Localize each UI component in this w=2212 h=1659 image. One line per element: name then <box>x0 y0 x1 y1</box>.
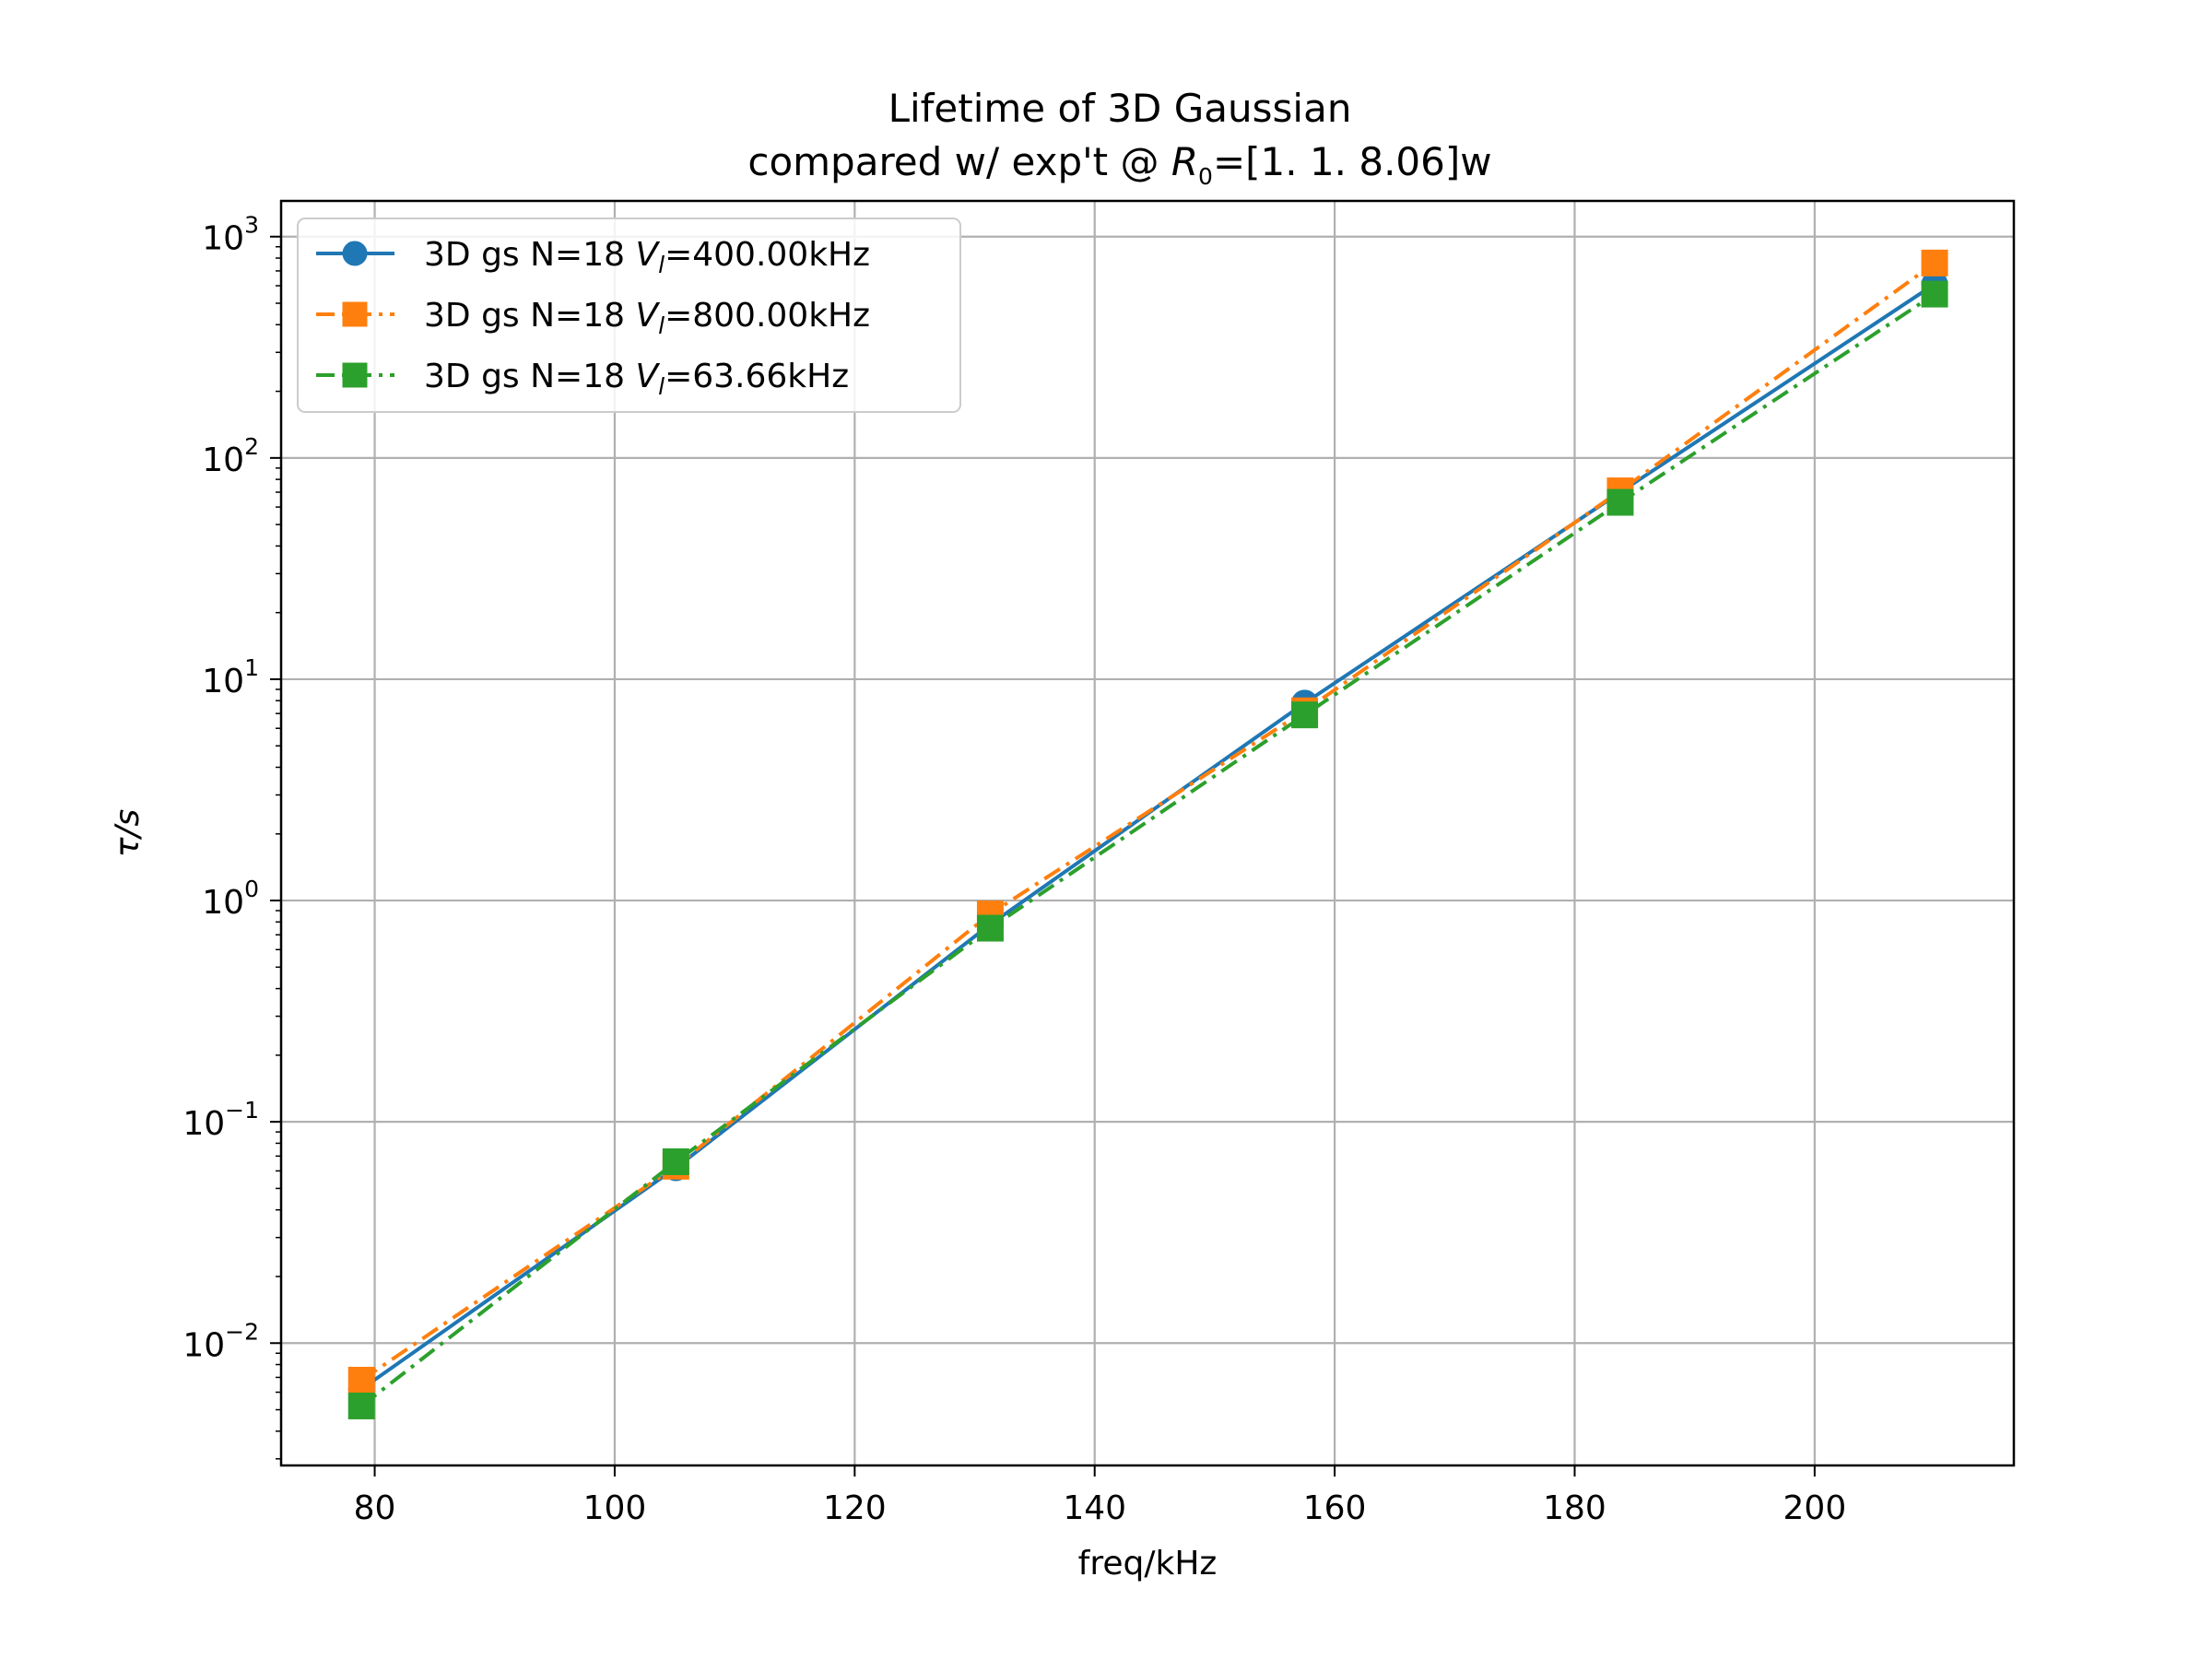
x-tick-label: 100 <box>583 1489 647 1527</box>
y-tick-base: 10 <box>202 441 244 479</box>
x-axis-label: freq/kHz <box>1078 1545 1218 1583</box>
data-point <box>1921 249 1948 276</box>
legend-label-subscript: l <box>658 252 665 278</box>
legend-marker <box>342 241 368 266</box>
legend-label-prefix: 3D gs N=18 <box>424 297 635 335</box>
chart-title: Lifetime of 3D Gaussian <box>888 86 1352 131</box>
y-tick-exponent: 2 <box>244 433 259 460</box>
legend-label-prefix: 3D gs N=18 <box>424 358 635 395</box>
y-tick-exponent: 1 <box>244 654 259 681</box>
y-tick-base: 10 <box>202 884 244 922</box>
x-tick-label: 80 <box>354 1489 396 1527</box>
chart-subtitle: compared w/ exp't @ R0=[1. 1. 8.06]w <box>747 139 1491 190</box>
legend-entry-1: 3D gs N=18 Vl=800.00kHz <box>316 297 870 339</box>
y-tick-exponent: 3 <box>244 212 259 239</box>
y-tick-label: 101 <box>202 654 259 700</box>
legend-label-symbol: V <box>635 358 660 395</box>
data-point <box>1291 701 1319 729</box>
y-tick-base: 10 <box>182 1105 225 1143</box>
series-line <box>360 292 1936 1408</box>
y-tick-base: 10 <box>202 220 244 258</box>
data-point <box>347 1392 375 1419</box>
legend-label: 3D gs N=18 Vl=400.00kHz <box>424 236 870 278</box>
legend-entry-2: 3D gs N=18 Vl=63.66kHz <box>316 358 849 400</box>
subtitle-symbol: R <box>1171 139 1198 184</box>
y-tick-label: 102 <box>202 433 259 479</box>
y-tick-base: 10 <box>182 1326 225 1364</box>
legend-label: 3D gs N=18 Vl=800.00kHz <box>424 297 870 339</box>
legend-marker <box>342 362 368 388</box>
data-point <box>976 914 1004 942</box>
legend-label-suffix: =400.00kHz <box>665 236 870 274</box>
data-point <box>347 1366 375 1394</box>
legend-box <box>297 218 961 413</box>
legend-label-prefix: 3D gs N=18 <box>424 236 635 274</box>
y-tick-base: 10 <box>202 663 244 700</box>
data-point <box>662 1147 689 1175</box>
data-point <box>1606 488 1634 516</box>
x-tick-label: 180 <box>1543 1489 1606 1527</box>
legend-label: 3D gs N=18 Vl=63.66kHz <box>424 358 849 400</box>
x-tick-label: 200 <box>1783 1489 1847 1527</box>
x-tick-label: 120 <box>823 1489 887 1527</box>
legend-entry-0: 3D gs N=18 Vl=400.00kHz <box>316 236 870 278</box>
legend-label-symbol: V <box>635 236 660 274</box>
y-tick-label: 103 <box>202 212 259 258</box>
legend-marker <box>342 301 368 327</box>
legend-label-suffix: =800.00kHz <box>665 297 870 335</box>
plot-series <box>347 249 1948 1419</box>
y-tick-exponent: −2 <box>225 1318 259 1345</box>
series-2 <box>347 280 1948 1419</box>
legend-label-subscript: l <box>658 312 665 339</box>
y-axis-label: τ/s <box>109 809 147 858</box>
legend-label-subscript: l <box>658 373 665 400</box>
series-line <box>360 261 1936 1382</box>
subtitle-suffix: =[1. 1. 8.06]w <box>1213 139 1492 184</box>
legend-label-suffix: =63.66kHz <box>665 358 849 395</box>
y-tick-label: 10−1 <box>182 1097 259 1143</box>
y-tick-label: 100 <box>202 876 259 922</box>
y-tick-exponent: −1 <box>225 1097 259 1124</box>
subtitle-subscript: 0 <box>1198 163 1213 190</box>
plot-frame <box>279 199 2016 1467</box>
subtitle-prefix: compared w/ exp't @ <box>747 139 1171 184</box>
y-tick-label: 10−2 <box>182 1318 259 1364</box>
x-tick-label: 140 <box>1063 1489 1126 1527</box>
x-tick-label: 160 <box>1303 1489 1367 1527</box>
legend-label-symbol: V <box>635 297 660 335</box>
x-axis-ticks: 80 100 120 140 160 180 200 <box>354 1465 1847 1527</box>
data-point <box>1921 280 1948 308</box>
y-tick-exponent: 0 <box>244 876 259 902</box>
